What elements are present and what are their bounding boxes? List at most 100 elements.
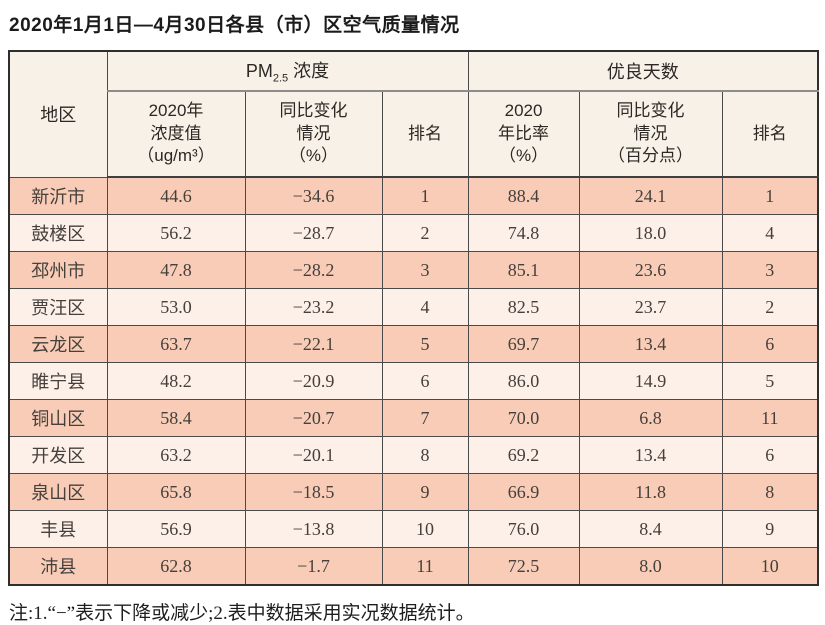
pm-change-cell: −34.6: [244, 176, 383, 215]
pm-rank-cell: 5: [381, 325, 469, 363]
pm-value-cell: 56.9: [106, 510, 246, 548]
days-rate-cell: 72.5: [467, 547, 580, 586]
days-change-cell: 18.0: [578, 214, 723, 252]
days-rank-cell: 11: [721, 399, 819, 437]
days-change-cell: 24.1: [578, 176, 723, 215]
days-rate-cell: 82.5: [467, 288, 580, 326]
table-row: 邳州市 47.8 −28.2 3 85.1 23.6 3: [8, 251, 819, 289]
header-sub-row: 2020年 浓度值 （ug/m³） 同比变化 情况 （%） 排名 2020 年比…: [9, 90, 819, 178]
page-title: 2020年1月1日—4月30日各县（市）区空气质量情况: [9, 15, 460, 36]
days-rate-cell: 69.2: [467, 436, 580, 474]
days-rate-cell: 74.8: [467, 214, 580, 252]
days-rank-cell: 9: [721, 510, 819, 548]
table-row: 贾汪区 53.0 −23.2 4 82.5 23.7 2: [8, 288, 819, 326]
table-header: 地区 PM2.5 浓度 优良天数 2020年 浓度值 （ug/m³） 同比变化 …: [8, 50, 819, 178]
days-rank-cell: 4: [721, 214, 819, 252]
column-header-days-change: 同比变化 情况 （百分点）: [578, 90, 723, 178]
days-rank-cell: 6: [721, 325, 819, 363]
region-cell: 云龙区: [8, 325, 108, 363]
column-group-pm25: PM2.5 浓度: [106, 50, 469, 92]
region-cell: 贾汪区: [8, 288, 108, 326]
pm-change-cell: −20.7: [244, 399, 383, 437]
pm-change-cell: −20.1: [244, 436, 383, 474]
days-rank-cell: 3: [721, 251, 819, 289]
pm25-label-subscript: 2.5: [272, 72, 289, 85]
days-change-cell: 11.8: [578, 473, 723, 511]
days-rank-cell: 5: [721, 362, 819, 400]
table-row: 泉山区 65.8 −18.5 9 66.9 11.8 8: [8, 473, 819, 511]
days-rank-cell: 2: [721, 288, 819, 326]
days-rate-cell: 76.0: [467, 510, 580, 548]
column-header-pm-change: 同比变化 情况 （%）: [244, 90, 383, 178]
pm-value-cell: 63.7: [106, 325, 246, 363]
days-rank-cell: 1: [721, 176, 819, 215]
header-group-row: 地区 PM2.5 浓度 优良天数: [8, 50, 819, 178]
table-row: 丰县 56.9 −13.8 10 76.0 8.4 9: [8, 510, 819, 548]
days-rate-cell: 86.0: [467, 362, 580, 400]
region-cell: 丰县: [8, 510, 108, 548]
column-group-good-days: 优良天数: [467, 50, 819, 92]
column-header-days-rank: 排名: [721, 90, 819, 178]
days-rate-cell: 69.7: [467, 325, 580, 363]
pm-change-cell: −20.9: [244, 362, 383, 400]
pm-change-cell: −13.8: [244, 510, 383, 548]
region-cell: 睢宁县: [8, 362, 108, 400]
pm-rank-cell: 10: [381, 510, 469, 548]
days-rate-cell: 85.1: [467, 251, 580, 289]
pm-value-cell: 47.8: [106, 251, 246, 289]
pm-value-cell: 44.6: [106, 176, 246, 215]
air-quality-table: 地区 PM2.5 浓度 优良天数 2020年 浓度值 （ug/m³） 同比变化 …: [8, 50, 820, 586]
footnote: 注:1.“−”表示下降或减少;2.表中数据采用实况数据统计。: [9, 603, 475, 624]
region-cell: 沛县: [8, 547, 108, 586]
pm-change-cell: −28.2: [244, 251, 383, 289]
pm25-label-rest: 浓度: [288, 61, 330, 82]
table-row: 铜山区 58.4 −20.7 7 70.0 6.8 11: [8, 399, 819, 437]
column-header-pm-value: 2020年 浓度值 （ug/m³）: [106, 90, 246, 178]
days-rate-cell: 70.0: [467, 399, 580, 437]
pm-rank-cell: 11: [381, 547, 469, 586]
pm-value-cell: 56.2: [106, 214, 246, 252]
pm-value-cell: 65.8: [106, 473, 246, 511]
region-cell: 泉山区: [8, 473, 108, 511]
pm-change-cell: −22.1: [244, 325, 383, 363]
region-cell: 邳州市: [8, 251, 108, 289]
table-body: 新沂市 44.6 −34.6 1 88.4 24.1 1 鼓楼区 56.2 −28.7 2 74.8 1…: [8, 176, 819, 586]
table-row: 开发区 63.2 −20.1 8 69.2 13.4 6: [8, 436, 819, 474]
pm-rank-cell: 6: [381, 362, 469, 400]
table-row: 睢宁县 48.2 −20.9 6 86.0 14.9 5: [8, 362, 819, 400]
pm-value-cell: 58.4: [106, 399, 246, 437]
pm-change-cell: −28.7: [244, 214, 383, 252]
pm-value-cell: 62.8: [106, 547, 246, 586]
days-change-cell: 6.8: [578, 399, 723, 437]
days-change-cell: 13.4: [578, 325, 723, 363]
column-header-days-rate: 2020 年比率 （%）: [467, 90, 580, 178]
pm-rank-cell: 1: [381, 176, 469, 215]
pm-rank-cell: 9: [381, 473, 469, 511]
pm-change-cell: −23.2: [244, 288, 383, 326]
pm-rank-cell: 4: [381, 288, 469, 326]
pm-rank-cell: 3: [381, 251, 469, 289]
days-rank-cell: 8: [721, 473, 819, 511]
pm25-label-main: PM: [245, 61, 273, 82]
table-row: 鼓楼区 56.2 −28.7 2 74.8 18.0 4: [8, 214, 819, 252]
pm-rank-cell: 8: [381, 436, 469, 474]
pm-change-cell: −18.5: [244, 473, 383, 511]
pm-value-cell: 53.0: [106, 288, 246, 326]
region-cell: 开发区: [8, 436, 108, 474]
column-header-region: 地区: [8, 50, 108, 178]
days-change-cell: 8.0: [578, 547, 723, 586]
pm-value-cell: 63.2: [106, 436, 246, 474]
days-rank-cell: 10: [721, 547, 819, 586]
days-rate-cell: 66.9: [467, 473, 580, 511]
table-row: 沛县 62.8 −1.7 11 72.5 8.0 10: [8, 547, 819, 586]
pm-rank-cell: 7: [381, 399, 469, 437]
days-rank-cell: 6: [721, 436, 819, 474]
table-row: 云龙区 63.7 −22.1 5 69.7 13.4 6: [8, 325, 819, 363]
days-change-cell: 23.6: [578, 251, 723, 289]
region-cell: 新沂市: [8, 176, 108, 215]
column-header-pm-rank: 排名: [381, 90, 469, 178]
days-rate-cell: 88.4: [467, 176, 580, 215]
days-change-cell: 23.7: [578, 288, 723, 326]
days-change-cell: 13.4: [578, 436, 723, 474]
days-change-cell: 14.9: [578, 362, 723, 400]
